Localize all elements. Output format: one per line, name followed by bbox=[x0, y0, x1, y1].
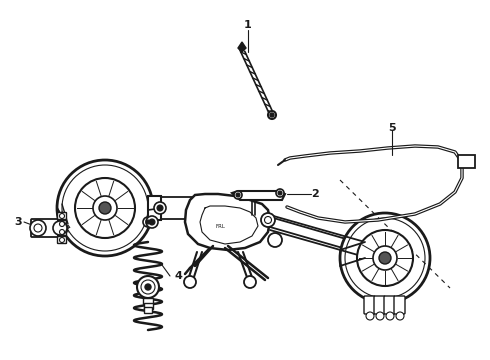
Circle shape bbox=[30, 220, 46, 236]
FancyBboxPatch shape bbox=[384, 296, 395, 314]
Circle shape bbox=[184, 276, 196, 288]
Circle shape bbox=[373, 246, 397, 270]
Circle shape bbox=[340, 213, 430, 303]
Circle shape bbox=[59, 230, 65, 234]
Circle shape bbox=[379, 252, 391, 264]
FancyBboxPatch shape bbox=[143, 298, 153, 304]
Circle shape bbox=[268, 111, 276, 119]
Circle shape bbox=[146, 216, 158, 228]
Circle shape bbox=[261, 213, 275, 227]
Circle shape bbox=[270, 113, 274, 117]
Text: 4: 4 bbox=[174, 271, 182, 281]
Circle shape bbox=[376, 312, 384, 320]
FancyBboxPatch shape bbox=[144, 303, 152, 309]
Circle shape bbox=[57, 160, 153, 256]
FancyBboxPatch shape bbox=[57, 237, 67, 243]
Circle shape bbox=[244, 276, 256, 288]
Polygon shape bbox=[148, 196, 161, 220]
Text: FRL: FRL bbox=[215, 224, 225, 229]
Polygon shape bbox=[185, 194, 270, 250]
Circle shape bbox=[265, 216, 271, 224]
FancyBboxPatch shape bbox=[57, 229, 67, 235]
Polygon shape bbox=[458, 155, 475, 168]
Circle shape bbox=[276, 189, 284, 197]
Circle shape bbox=[53, 221, 67, 235]
Circle shape bbox=[145, 284, 151, 290]
Circle shape bbox=[75, 178, 135, 238]
Text: 1: 1 bbox=[244, 20, 252, 30]
FancyBboxPatch shape bbox=[144, 307, 152, 313]
Circle shape bbox=[268, 233, 282, 247]
Circle shape bbox=[357, 230, 413, 286]
Circle shape bbox=[141, 280, 155, 294]
Circle shape bbox=[366, 312, 374, 320]
FancyBboxPatch shape bbox=[31, 219, 61, 237]
Circle shape bbox=[149, 219, 155, 225]
Circle shape bbox=[157, 205, 163, 211]
FancyBboxPatch shape bbox=[57, 220, 67, 228]
FancyBboxPatch shape bbox=[374, 296, 385, 314]
Polygon shape bbox=[232, 191, 285, 200]
Circle shape bbox=[386, 312, 394, 320]
Circle shape bbox=[146, 220, 150, 224]
FancyBboxPatch shape bbox=[364, 296, 375, 314]
Polygon shape bbox=[238, 42, 246, 52]
Circle shape bbox=[137, 276, 159, 298]
Circle shape bbox=[93, 196, 117, 220]
Circle shape bbox=[143, 217, 153, 227]
Text: 2: 2 bbox=[311, 189, 319, 199]
FancyBboxPatch shape bbox=[394, 296, 405, 314]
Circle shape bbox=[278, 191, 282, 195]
Circle shape bbox=[34, 224, 42, 232]
Circle shape bbox=[59, 221, 65, 226]
Circle shape bbox=[59, 238, 65, 243]
Text: 3: 3 bbox=[14, 217, 22, 227]
FancyBboxPatch shape bbox=[152, 197, 219, 219]
Circle shape bbox=[154, 202, 166, 214]
Circle shape bbox=[234, 191, 242, 199]
Circle shape bbox=[59, 213, 65, 219]
Circle shape bbox=[236, 193, 240, 197]
Circle shape bbox=[99, 202, 111, 214]
Circle shape bbox=[396, 312, 404, 320]
FancyBboxPatch shape bbox=[57, 212, 67, 220]
Text: 5: 5 bbox=[388, 123, 396, 133]
